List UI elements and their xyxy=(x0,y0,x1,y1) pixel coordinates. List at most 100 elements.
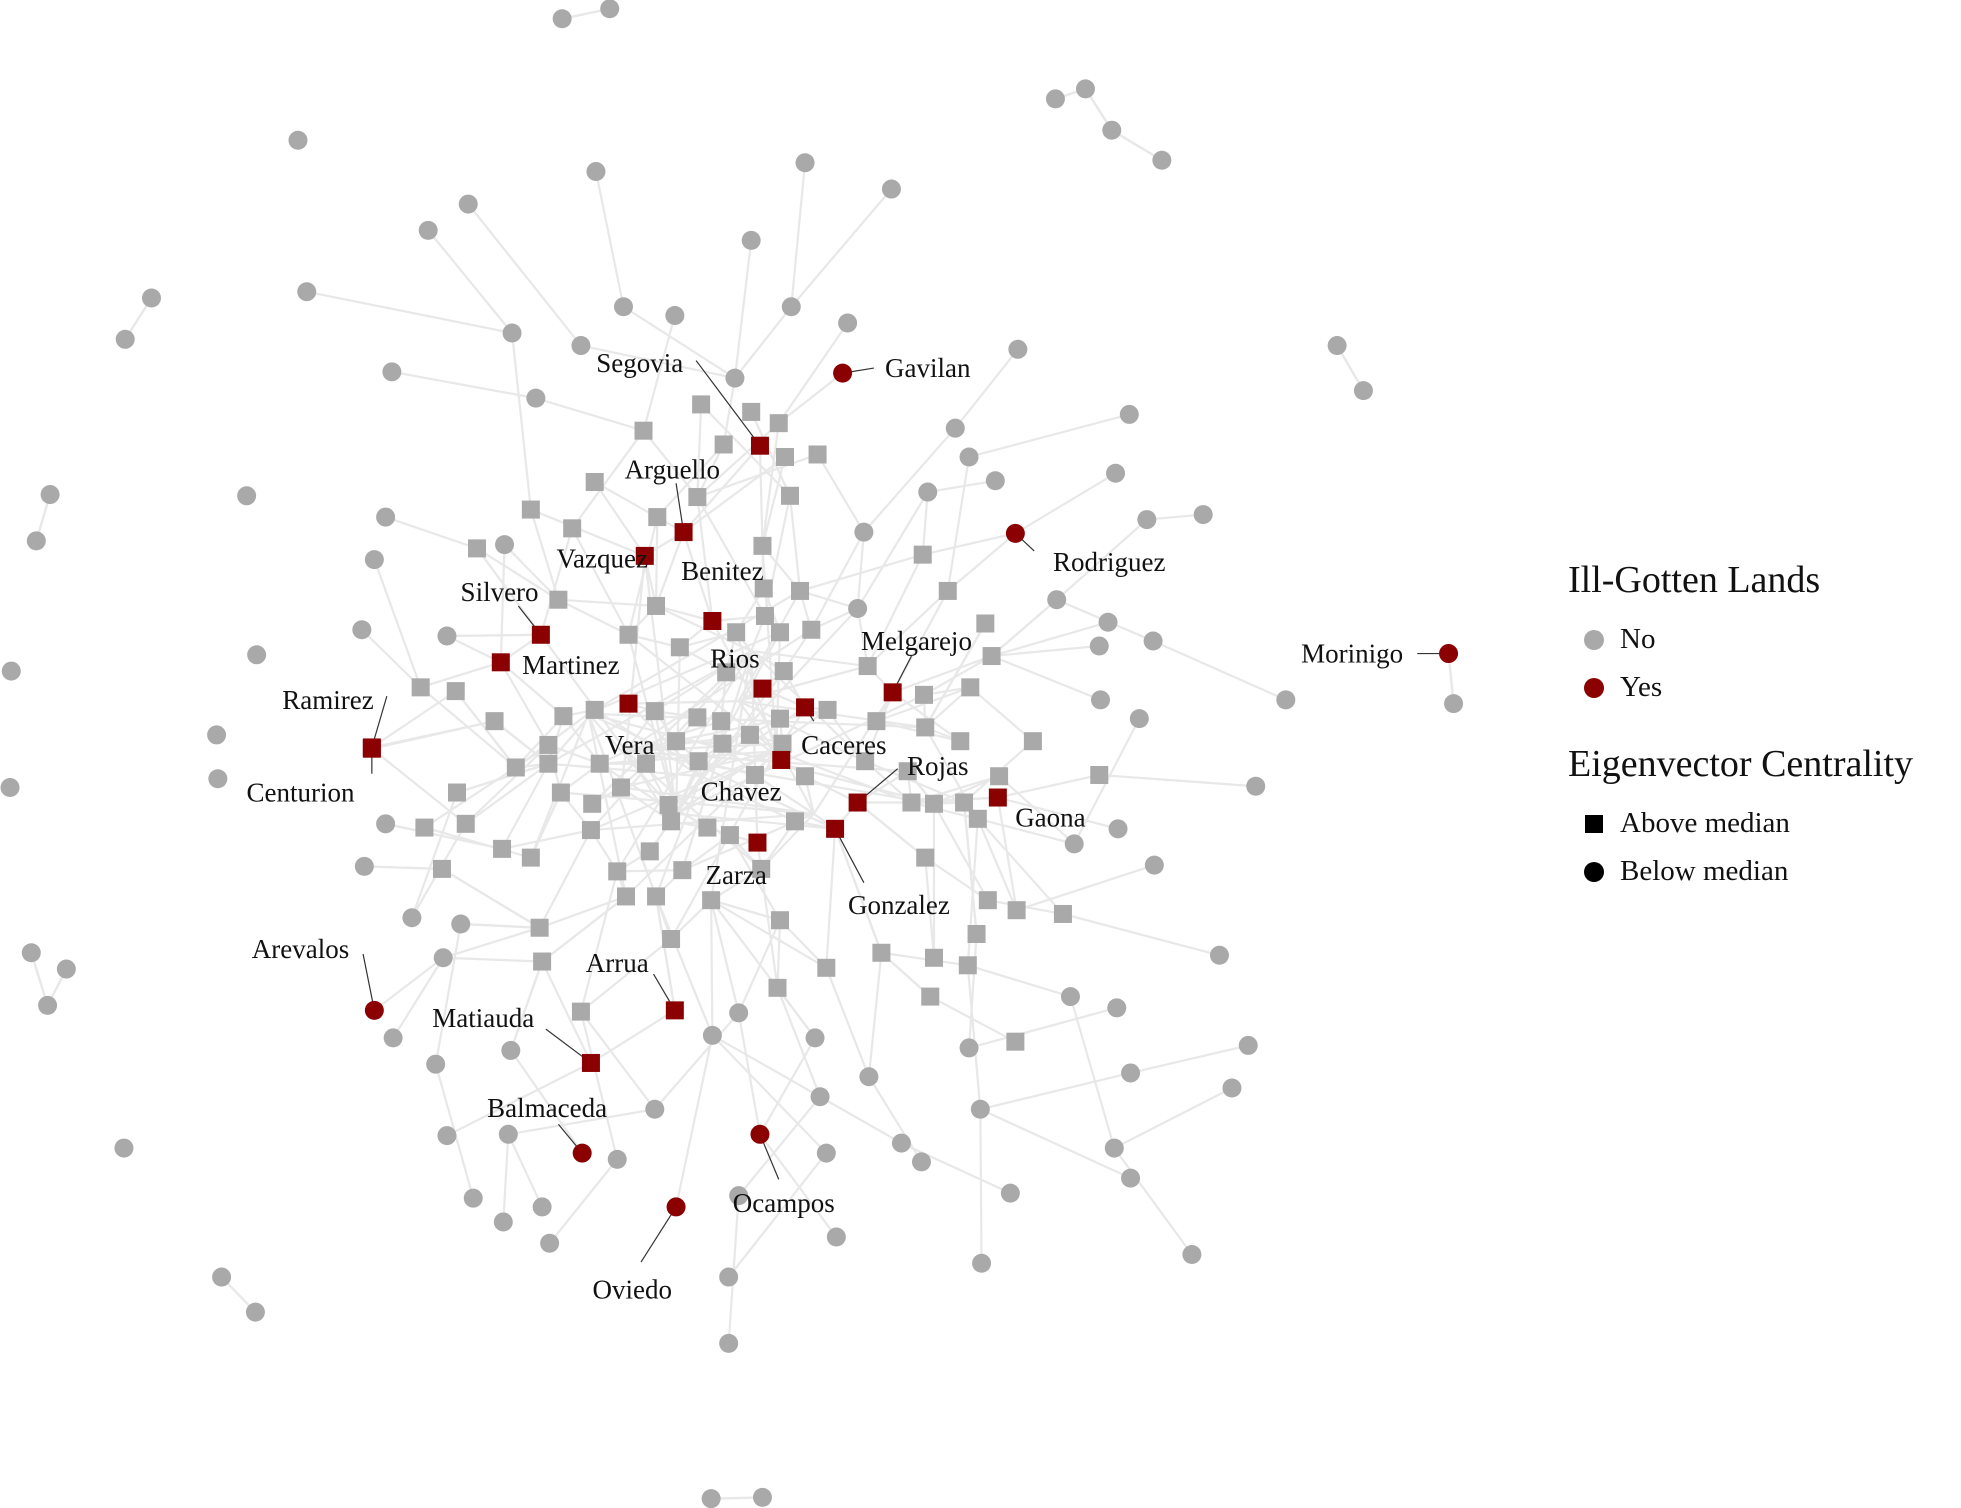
node-circle-no xyxy=(1152,150,1172,170)
node-square-no xyxy=(872,943,891,962)
node-circle-no xyxy=(702,1025,722,1045)
edge xyxy=(587,713,658,897)
node-square-no xyxy=(468,539,487,558)
edge xyxy=(819,1095,902,1145)
edge xyxy=(1099,773,1256,788)
node-square-no xyxy=(692,395,711,414)
node-circle-no xyxy=(645,1099,665,1119)
edge xyxy=(711,1034,821,1098)
node-square-no xyxy=(727,623,746,642)
node-circle-no xyxy=(805,1028,825,1048)
edge xyxy=(1111,129,1163,162)
edge xyxy=(977,817,1075,845)
label-balmaceda: Balmaceda xyxy=(487,1093,607,1123)
edge xyxy=(1130,1044,1249,1075)
node-circle-no xyxy=(881,179,901,199)
node-square-no xyxy=(990,767,1009,786)
edge xyxy=(616,650,753,872)
edge xyxy=(655,531,685,607)
edge xyxy=(922,532,1016,556)
node-circle-no xyxy=(526,388,546,408)
edge xyxy=(593,481,646,557)
node-circle-no xyxy=(1045,89,1065,109)
node-square-no xyxy=(781,486,800,505)
node-circle-no xyxy=(1104,1138,1124,1158)
node-square-no xyxy=(955,793,974,812)
label-benitez: Benitez xyxy=(681,556,763,586)
node-circle-no xyxy=(891,1133,911,1153)
node-circle-no xyxy=(729,1003,749,1023)
node-circle-no xyxy=(297,282,317,302)
node-circle-no xyxy=(1129,709,1149,729)
edge xyxy=(923,655,993,696)
node-square-no xyxy=(581,821,600,840)
node-square-no xyxy=(978,891,997,910)
circle-icon xyxy=(1584,861,1604,882)
node-circle-no xyxy=(719,1333,739,1353)
legend-no-swatch xyxy=(1584,629,1604,650)
node-circle-no xyxy=(383,1028,403,1048)
node-circle-no xyxy=(1143,631,1163,651)
node-circle-no xyxy=(859,1067,879,1087)
node-benitez xyxy=(703,611,722,630)
node-circle-no xyxy=(418,220,438,240)
node-circle-no xyxy=(816,1143,836,1163)
edge xyxy=(510,332,532,510)
node-square-no xyxy=(698,818,717,837)
node-circle-no xyxy=(1108,819,1128,839)
node-square-no xyxy=(554,707,573,726)
edge xyxy=(775,750,912,804)
node-square-no xyxy=(647,596,666,615)
edge xyxy=(502,1134,510,1223)
edge xyxy=(456,762,549,794)
edge xyxy=(427,229,513,334)
label-melgarejo: Melgarejo xyxy=(861,626,972,656)
edge xyxy=(509,1049,584,1154)
edge xyxy=(1014,472,1117,535)
node-circle-no xyxy=(1327,336,1347,356)
edge xyxy=(446,1061,592,1137)
node-square-no xyxy=(563,519,582,538)
edge xyxy=(501,763,550,850)
square-icon xyxy=(1585,814,1603,833)
node-circle-no xyxy=(781,297,801,317)
node-square-no xyxy=(583,794,602,813)
edge xyxy=(738,700,866,763)
edge xyxy=(892,691,961,743)
label-arrua: Arrua xyxy=(586,948,649,978)
node-square-no xyxy=(456,814,475,833)
edge xyxy=(373,559,422,688)
edge xyxy=(579,1011,619,1160)
node-square-no xyxy=(712,712,731,731)
node-gaona xyxy=(988,788,1007,807)
node-square-no xyxy=(856,752,875,771)
edge xyxy=(900,1142,1011,1195)
node-square-no xyxy=(754,579,773,598)
node-circle-no xyxy=(1193,505,1213,525)
node-square-no xyxy=(493,839,512,858)
edge xyxy=(727,1152,828,1278)
edge xyxy=(710,650,753,901)
label-vazquez: Vazquez xyxy=(556,543,647,573)
edge xyxy=(535,397,644,432)
edge xyxy=(529,509,560,601)
node-square-no xyxy=(921,987,940,1006)
edge xyxy=(924,622,987,728)
node-square-no xyxy=(521,848,540,867)
node-circle-no xyxy=(26,531,46,551)
node-circle-no xyxy=(1182,1245,1202,1265)
node-circle-no xyxy=(376,507,396,527)
edge xyxy=(696,453,818,499)
node-arguello xyxy=(674,523,693,542)
edge xyxy=(696,496,766,617)
node-circle-no xyxy=(1107,998,1127,1018)
node-square-no xyxy=(571,1002,590,1021)
node-circle-no xyxy=(1075,79,1095,99)
node-circle-no xyxy=(1,661,21,681)
node-square-no xyxy=(446,682,465,701)
label-morinigo: Morinigo xyxy=(1301,639,1403,669)
node-square-no xyxy=(817,958,836,977)
edge xyxy=(464,744,550,825)
node-square-no xyxy=(637,754,656,773)
node-square-no xyxy=(858,657,877,676)
